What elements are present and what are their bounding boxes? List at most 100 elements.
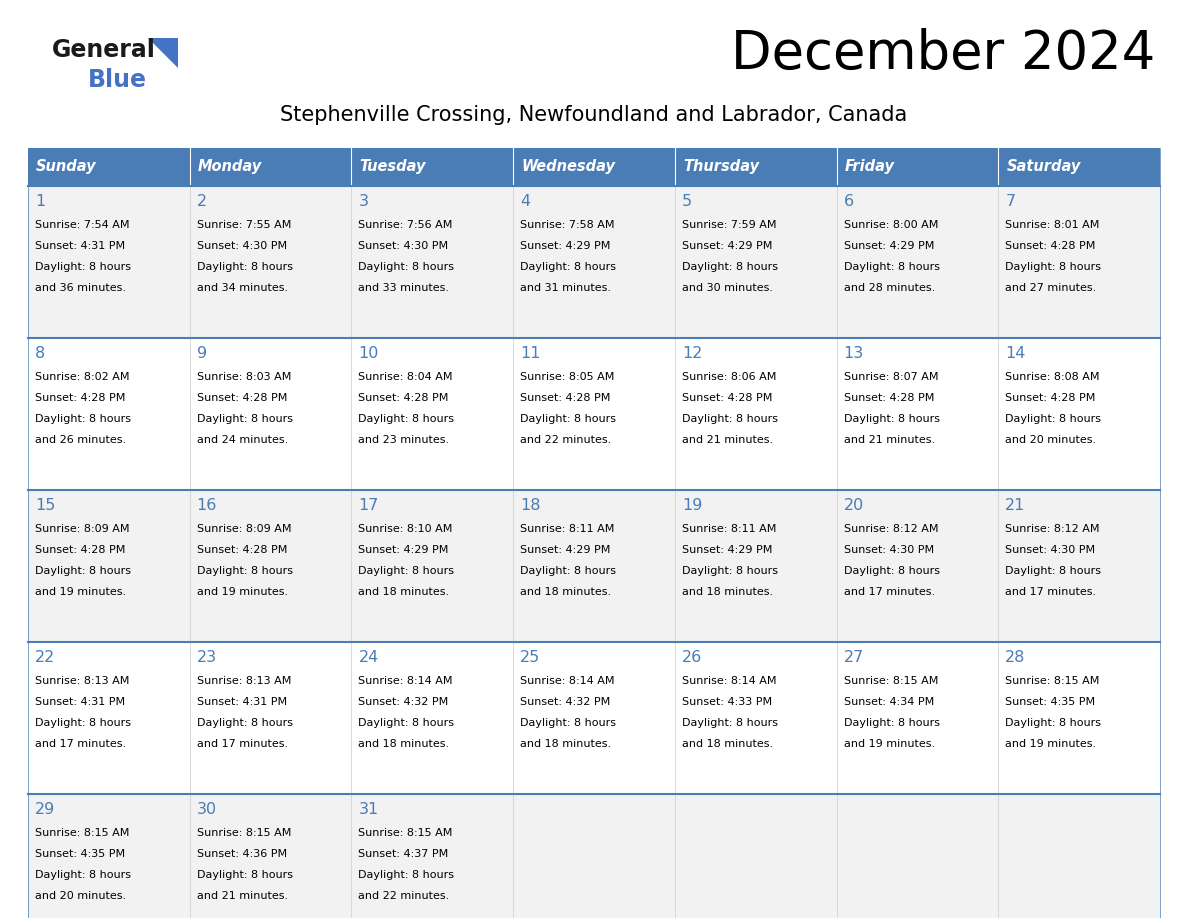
Text: Sunset: 4:29 PM: Sunset: 4:29 PM [359, 545, 449, 555]
Bar [29, 186, 1159, 338]
Text: and 17 minutes.: and 17 minutes. [34, 739, 126, 749]
Text: Sunset: 4:28 PM: Sunset: 4:28 PM [359, 393, 449, 403]
Text: and 20 minutes.: and 20 minutes. [1005, 435, 1097, 445]
Text: 20: 20 [843, 498, 864, 513]
Text: and 20 minutes.: and 20 minutes. [34, 891, 126, 901]
Text: Daylight: 8 hours: Daylight: 8 hours [359, 870, 455, 880]
Text: 2: 2 [197, 194, 207, 209]
Text: and 18 minutes.: and 18 minutes. [520, 739, 612, 749]
Text: Sunset: 4:30 PM: Sunset: 4:30 PM [1005, 545, 1095, 555]
Text: 14: 14 [1005, 346, 1025, 361]
Text: 24: 24 [359, 650, 379, 665]
Text: Sunrise: 8:14 AM: Sunrise: 8:14 AM [359, 676, 453, 686]
Bar [836, 148, 998, 186]
Text: and 30 minutes.: and 30 minutes. [682, 283, 773, 293]
Text: Sunrise: 8:08 AM: Sunrise: 8:08 AM [1005, 372, 1100, 382]
Text: Thursday: Thursday [683, 160, 759, 174]
Text: Sunrise: 7:59 AM: Sunrise: 7:59 AM [682, 220, 776, 230]
Bar [352, 148, 513, 186]
Polygon shape [148, 38, 178, 68]
Text: Sunrise: 8:09 AM: Sunrise: 8:09 AM [34, 524, 129, 534]
Bar [190, 148, 352, 186]
Text: Daylight: 8 hours: Daylight: 8 hours [1005, 718, 1101, 728]
Text: Sunset: 4:28 PM: Sunset: 4:28 PM [520, 393, 611, 403]
Text: Daylight: 8 hours: Daylight: 8 hours [197, 414, 292, 424]
Text: Wednesday: Wednesday [522, 160, 615, 174]
Text: Sunrise: 8:03 AM: Sunrise: 8:03 AM [197, 372, 291, 382]
Text: Sunrise: 8:12 AM: Sunrise: 8:12 AM [843, 524, 939, 534]
Text: Sunset: 4:28 PM: Sunset: 4:28 PM [1005, 393, 1095, 403]
Text: Sunrise: 8:04 AM: Sunrise: 8:04 AM [359, 372, 453, 382]
Text: Daylight: 8 hours: Daylight: 8 hours [520, 262, 617, 272]
Text: 16: 16 [197, 498, 217, 513]
Text: and 18 minutes.: and 18 minutes. [359, 739, 449, 749]
Text: Sunset: 4:28 PM: Sunset: 4:28 PM [1005, 241, 1095, 251]
Text: Daylight: 8 hours: Daylight: 8 hours [843, 262, 940, 272]
Text: Sunset: 4:28 PM: Sunset: 4:28 PM [197, 393, 287, 403]
Text: Sunrise: 7:54 AM: Sunrise: 7:54 AM [34, 220, 129, 230]
Text: Sunrise: 8:00 AM: Sunrise: 8:00 AM [843, 220, 939, 230]
Text: Sunset: 4:37 PM: Sunset: 4:37 PM [359, 849, 449, 859]
Text: Daylight: 8 hours: Daylight: 8 hours [682, 718, 778, 728]
Text: and 18 minutes.: and 18 minutes. [359, 587, 449, 597]
Text: 25: 25 [520, 650, 541, 665]
Bar [513, 148, 675, 186]
Text: Daylight: 8 hours: Daylight: 8 hours [197, 870, 292, 880]
Text: 6: 6 [843, 194, 854, 209]
Text: Daylight: 8 hours: Daylight: 8 hours [197, 262, 292, 272]
Text: and 26 minutes.: and 26 minutes. [34, 435, 126, 445]
Text: Daylight: 8 hours: Daylight: 8 hours [359, 566, 455, 576]
Text: Sunset: 4:35 PM: Sunset: 4:35 PM [1005, 697, 1095, 707]
Text: Sunset: 4:34 PM: Sunset: 4:34 PM [843, 697, 934, 707]
Text: Daylight: 8 hours: Daylight: 8 hours [34, 262, 131, 272]
Text: 10: 10 [359, 346, 379, 361]
Text: Daylight: 8 hours: Daylight: 8 hours [1005, 566, 1101, 576]
Text: and 18 minutes.: and 18 minutes. [682, 739, 773, 749]
Text: 23: 23 [197, 650, 217, 665]
Text: 27: 27 [843, 650, 864, 665]
Text: 8: 8 [34, 346, 45, 361]
Text: Daylight: 8 hours: Daylight: 8 hours [843, 414, 940, 424]
Text: 31: 31 [359, 802, 379, 817]
Text: and 19 minutes.: and 19 minutes. [34, 587, 126, 597]
Text: and 19 minutes.: and 19 minutes. [1005, 739, 1097, 749]
Text: and 31 minutes.: and 31 minutes. [520, 283, 611, 293]
Text: and 21 minutes.: and 21 minutes. [843, 435, 935, 445]
Text: Daylight: 8 hours: Daylight: 8 hours [197, 566, 292, 576]
Bar [998, 148, 1159, 186]
Text: Sunset: 4:29 PM: Sunset: 4:29 PM [682, 241, 772, 251]
Text: Sunrise: 8:15 AM: Sunrise: 8:15 AM [197, 828, 291, 838]
Text: Sunset: 4:31 PM: Sunset: 4:31 PM [34, 697, 125, 707]
Text: and 22 minutes.: and 22 minutes. [359, 891, 450, 901]
Text: Sunrise: 8:14 AM: Sunrise: 8:14 AM [682, 676, 776, 686]
Text: Sunset: 4:29 PM: Sunset: 4:29 PM [520, 545, 611, 555]
Text: Sunset: 4:32 PM: Sunset: 4:32 PM [359, 697, 449, 707]
Text: 15: 15 [34, 498, 56, 513]
Text: Sunrise: 7:55 AM: Sunrise: 7:55 AM [197, 220, 291, 230]
Text: Daylight: 8 hours: Daylight: 8 hours [843, 718, 940, 728]
Text: Sunset: 4:30 PM: Sunset: 4:30 PM [359, 241, 449, 251]
Text: 30: 30 [197, 802, 217, 817]
Text: and 33 minutes.: and 33 minutes. [359, 283, 449, 293]
Text: 3: 3 [359, 194, 368, 209]
Text: Daylight: 8 hours: Daylight: 8 hours [682, 414, 778, 424]
Text: Sunrise: 8:15 AM: Sunrise: 8:15 AM [843, 676, 939, 686]
Text: 18: 18 [520, 498, 541, 513]
Text: 28: 28 [1005, 650, 1025, 665]
Text: Sunrise: 8:13 AM: Sunrise: 8:13 AM [197, 676, 291, 686]
Text: Daylight: 8 hours: Daylight: 8 hours [34, 566, 131, 576]
Text: Sunrise: 7:58 AM: Sunrise: 7:58 AM [520, 220, 614, 230]
Text: and 34 minutes.: and 34 minutes. [197, 283, 287, 293]
Bar [29, 338, 1159, 490]
Text: Sunset: 4:28 PM: Sunset: 4:28 PM [682, 393, 772, 403]
Text: Sunday: Sunday [36, 160, 96, 174]
Text: Daylight: 8 hours: Daylight: 8 hours [520, 566, 617, 576]
Text: Sunrise: 8:07 AM: Sunrise: 8:07 AM [843, 372, 939, 382]
Text: Daylight: 8 hours: Daylight: 8 hours [34, 718, 131, 728]
Text: 19: 19 [682, 498, 702, 513]
Text: and 24 minutes.: and 24 minutes. [197, 435, 287, 445]
Text: and 17 minutes.: and 17 minutes. [1005, 587, 1097, 597]
Text: Sunrise: 7:56 AM: Sunrise: 7:56 AM [359, 220, 453, 230]
Text: 22: 22 [34, 650, 56, 665]
Text: Sunset: 4:28 PM: Sunset: 4:28 PM [197, 545, 287, 555]
